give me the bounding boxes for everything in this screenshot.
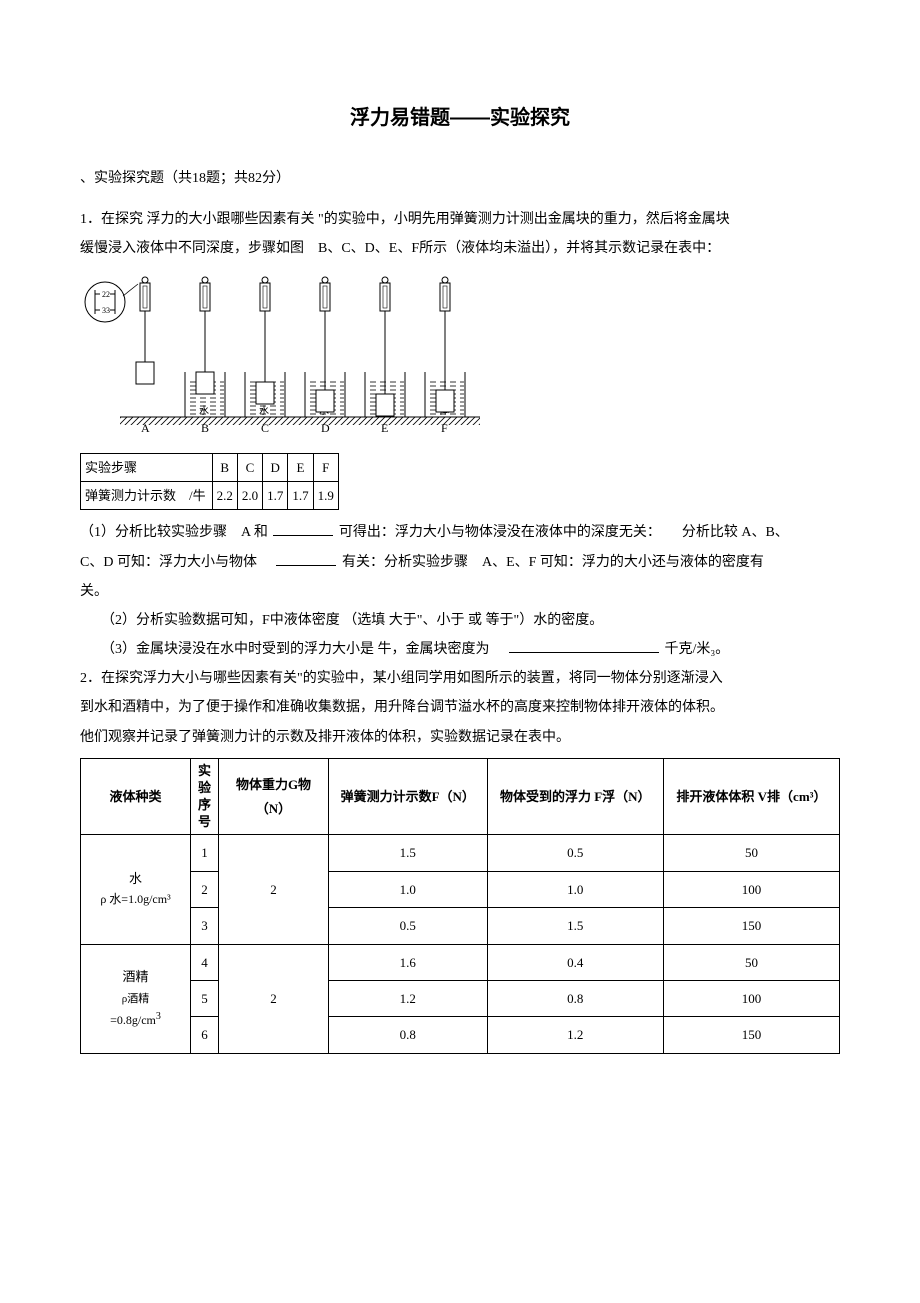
step-c: C [237, 453, 262, 481]
row6-f: 0.8 [329, 1017, 488, 1053]
reading-e: 1.7 [288, 481, 313, 509]
blank-2 [276, 552, 336, 566]
row1-fb: 0.5 [487, 835, 663, 871]
q1-p1a: （1）分析比较实验步骤 A 和 [80, 525, 268, 540]
row4-fb: 0.4 [487, 944, 663, 980]
row5-fb: 0.8 [487, 980, 663, 1016]
row2-f: 1.0 [329, 871, 488, 907]
liquid-water: 水 ρ 水=1.0g/cm³ [81, 835, 191, 944]
row6-v: 150 [664, 1017, 840, 1053]
row4-g: 2 [219, 944, 329, 1053]
step-e: E [288, 453, 313, 481]
row3-fb: 1.5 [487, 908, 663, 944]
row5-n: 5 [191, 980, 219, 1016]
row5-f: 1.2 [329, 980, 488, 1016]
row3-f: 0.5 [329, 908, 488, 944]
q1-p1-line2: C、D 可知：浮力大小与物体 有关：分析实验步骤 A、E、F 可知：浮力的大小还… [80, 550, 840, 575]
q1-p1-line3: 关。 [80, 579, 840, 604]
liquid-alcohol: 酒精 ρ酒精 =0.8g/cm3 [81, 944, 191, 1053]
q1-p2: （2）分析实验数据可知，F中液体密度 （选填 大于"、小于 或 等于"）水的密度… [80, 608, 840, 633]
step-b: B [212, 453, 237, 481]
water-density: ρ 水=1.0g/cm³ [100, 892, 170, 906]
q1-p1d: 有关：分析实验步骤 A、E、F 可知：浮力的大小还与液体的密度有 [342, 555, 764, 570]
section-heading: 、实验探究题（共18题；共82分） [80, 166, 840, 191]
row1-n: 1 [191, 835, 219, 871]
q2-data-table: 液体种类 实验序号 物体重力G物（N） 弹簧测力计示数F（N） 物体受到的浮力 … [80, 758, 840, 1054]
q1-p1-line1: （1）分析比较实验步骤 A 和 可得出：浮力大小与物体浸没在液体中的深度无关： … [80, 520, 840, 545]
blank-3 [509, 639, 659, 653]
step-d: D [263, 453, 288, 481]
svg-text:3: 3 [106, 306, 110, 315]
col-g: 物体重力G物（N） [219, 758, 329, 835]
col-liquid: 液体种类 [81, 758, 191, 835]
row3-n: 3 [191, 908, 219, 944]
col-fb: 物体受到的浮力 F浮（N） [487, 758, 663, 835]
col-seq: 实验序号 [191, 758, 219, 835]
reading-f: 1.9 [313, 481, 338, 509]
alcohol-sub: ρ酒精 [122, 993, 150, 1005]
q1-p1b: 可得出：浮力大小与物体浸没在液体中的深度无关： 分析比较 A、B、 [339, 525, 789, 540]
reading-c: 2.0 [237, 481, 262, 509]
svg-text:水: 水 [259, 405, 269, 417]
page-title: 浮力易错题——实验探究 [80, 100, 840, 136]
row1-v: 50 [664, 835, 840, 871]
q1-p3b: 千克/米₃。 [665, 642, 730, 657]
q2-lead-2: 到水和酒精中，为了便于操作和准确收集数据，用升降台调节溢水杯的高度来控制物体排开… [80, 695, 840, 720]
q1-p3a: （3）金属块浸没在水中时受到的浮力大小是 牛，金属块密度为 [101, 642, 504, 657]
reading-b: 2.2 [212, 481, 237, 509]
alcohol-density: =0.8g/cm [110, 1013, 156, 1027]
row4-v: 50 [664, 944, 840, 980]
step-row-label: 实验步骤 [81, 453, 213, 481]
q2-lead-1: 2．在探究浮力大小与哪些因素有关"的实验中，某小组同学用如图所示的装置，将同一物… [80, 666, 840, 691]
row2-fb: 1.0 [487, 871, 663, 907]
experiment-figure: 2 3 2 3 A水B水C水D水E体液F [80, 272, 840, 447]
row6-fb: 1.2 [487, 1017, 663, 1053]
row1-g: 2 [219, 835, 329, 944]
row6-n: 6 [191, 1017, 219, 1053]
q1-lead-2: 缓慢浸入液体中不同深度，步骤如图 B、C、D、E、F所示（液体均未溢出），并将其… [80, 236, 840, 261]
reading-d: 1.7 [263, 481, 288, 509]
row1-f: 1.5 [329, 835, 488, 871]
reading-row-label: 弹簧测力计示数 /牛 [81, 481, 213, 509]
q1-step-table: 实验步骤 B C D E F 弹簧测力计示数 /牛 2.2 2.0 1.7 1.… [80, 453, 339, 511]
row2-n: 2 [191, 871, 219, 907]
row4-f: 1.6 [329, 944, 488, 980]
col-v: 排开液体体积 V排（cm³） [664, 758, 840, 835]
q1-lead-1: 1．在探究 浮力的大小跟哪些因素有关 "的实验中，小明先用弹簧测力计测出金属块的… [80, 207, 840, 232]
q1-p1c: C、D 可知：浮力大小与物体 [80, 555, 271, 570]
water-label: 水 [129, 871, 142, 886]
alcohol-label: 酒精 [122, 969, 148, 984]
col-f: 弹簧测力计示数F（N） [329, 758, 488, 835]
row3-v: 150 [664, 908, 840, 944]
step-f: F [313, 453, 338, 481]
svg-text:2: 2 [106, 290, 110, 299]
svg-text:水: 水 [199, 405, 209, 417]
q1-p3: （3）金属块浸没在水中时受到的浮力大小是 牛，金属块密度为 千克/米₃。 [80, 637, 840, 662]
row2-v: 100 [664, 871, 840, 907]
row5-v: 100 [664, 980, 840, 1016]
blank-1 [273, 522, 333, 536]
q2-lead-3: 他们观察并记录了弹簧测力计的示数及排开液体的体积，实验数据记录在表中。 [80, 725, 840, 750]
alcohol-density-sup: 3 [156, 1011, 161, 1022]
row4-n: 4 [191, 944, 219, 980]
